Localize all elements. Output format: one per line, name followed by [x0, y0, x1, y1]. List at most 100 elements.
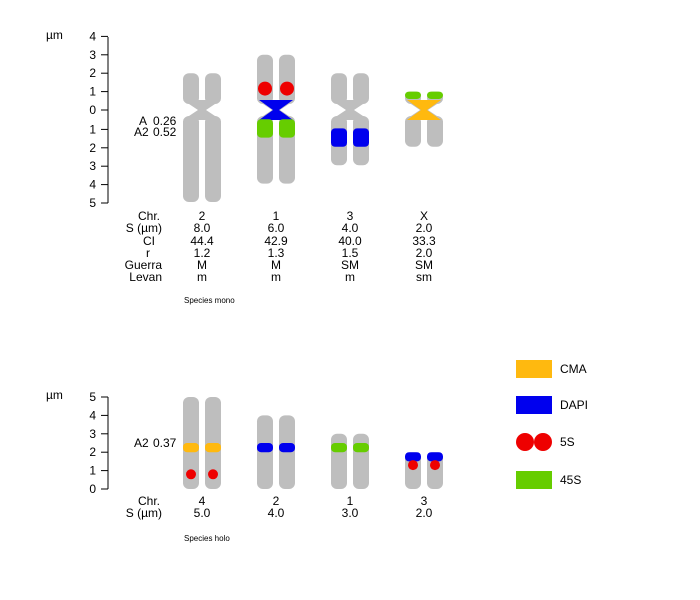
chromatid-p-arm [205, 73, 221, 104]
chromosome-1 [257, 54, 295, 184]
mark-cma-centromeric [407, 100, 441, 120]
chromosome-2 [183, 73, 221, 202]
chromatid-p-arm [331, 73, 347, 104]
mark-5s-signal [430, 460, 440, 471]
holo-cell-s: 4.0 [268, 506, 285, 520]
chromatid [353, 433, 369, 489]
holo-tick-label: 0 [89, 482, 96, 496]
marks-legend: CMA DAPI 5S 45S [516, 360, 588, 489]
chromosome-X [405, 91, 443, 147]
mono-cell-ci: 42.9 [264, 234, 288, 248]
legend-item-45s: 45S [516, 471, 581, 489]
mono-indices: A 0.26 A2 0.52 [134, 114, 177, 139]
mono-cell-guerra: M [271, 258, 281, 272]
mark-45s-band [427, 91, 443, 99]
mark-45s-band [257, 119, 273, 138]
holo-axis-unit: µm [46, 388, 63, 402]
legend-swatch [516, 396, 552, 414]
mono-cell-s: 6.0 [268, 221, 285, 235]
mono-tick-label: 1 [89, 85, 96, 99]
mono-y-axis: µm 4 3 2 1 0 1 2 3 4 5 [46, 28, 109, 210]
chromosome-3 [331, 73, 369, 166]
mono-cell-name: 1 [273, 209, 280, 223]
mark-5s-signal [258, 81, 272, 96]
holo-table: Chr. S (µm) 45.0 24.0 13.0 32.0 [126, 494, 433, 520]
mono-header-s: S (µm) [126, 221, 162, 235]
mark-cma-band [205, 443, 221, 453]
mono-cell-guerra: M [197, 258, 207, 272]
chromatid [331, 433, 347, 489]
mark-45s-band [353, 443, 369, 453]
mono-cell-levan: m [197, 270, 207, 284]
chromatid-p-arm [279, 54, 295, 104]
mark-45s-band [405, 91, 421, 99]
holo-tick-label: 2 [89, 445, 96, 459]
centromere [331, 100, 369, 120]
legend-item-cma: CMA [516, 360, 587, 378]
mono-tick-label: 2 [89, 66, 96, 80]
legend-item-5s: 5S [516, 433, 575, 451]
chromatid-q-arm [183, 116, 199, 202]
mono-species-label: Species mono [184, 296, 235, 305]
holo-tick-label: 1 [89, 464, 96, 478]
legend-label: DAPI [560, 398, 588, 412]
mono-tick-label: 5 [89, 196, 96, 210]
mono-cell-s: 4.0 [342, 221, 359, 235]
holo-chromosome-2 [257, 415, 295, 489]
holo-cell-s: 5.0 [194, 506, 211, 520]
legend-label: 45S [560, 473, 581, 487]
holo-chromosomes [183, 397, 443, 489]
mono-index-A2-label: A2 [134, 125, 149, 139]
mark-dapi-band [427, 452, 443, 462]
mono-cell-r: 1.3 [268, 246, 285, 260]
mono-index-A2-value: 0.52 [153, 125, 177, 139]
chromatid-q-arm [405, 116, 421, 147]
mono-table: Chr. S (µm) CI r Guerra Levan 28.044.41.… [125, 209, 436, 284]
legend-swatch-circle [516, 433, 534, 451]
legend-label: 5S [560, 435, 575, 449]
holo-indices: A2 0.37 [134, 436, 177, 450]
legend-swatch [516, 360, 552, 378]
mono-index-A-value: 0.26 [153, 114, 177, 128]
mono-header-ci: CI [143, 234, 155, 248]
mono-cell-levan: sm [416, 270, 432, 284]
holo-chromosome-1 [331, 433, 369, 489]
mono-cell-levan: m [345, 270, 355, 284]
mono-header-guerra: Guerra [125, 258, 163, 272]
chromatid-q-arm [205, 116, 221, 202]
mono-cell-s: 8.0 [194, 221, 211, 235]
mono-cell-ci: 33.3 [412, 234, 436, 248]
holo-header-s: S (µm) [126, 506, 162, 520]
mark-5s-signal [280, 81, 294, 96]
chromatid-p-arm [183, 73, 199, 104]
mono-cell-guerra: SM [341, 258, 359, 272]
holo-index-A2-value: 0.37 [153, 436, 177, 450]
mark-5s-signal [186, 469, 196, 480]
mark-45s-band [279, 119, 295, 138]
mono-cell-guerra: SM [415, 258, 433, 272]
centromere [183, 100, 221, 120]
holo-cell-name: 2 [273, 494, 280, 508]
mono-tick-label: 2 [89, 141, 96, 155]
legend-swatch [516, 471, 552, 489]
holo-chromosome-3 [405, 452, 443, 489]
holo-cell-name: 3 [421, 494, 428, 508]
holo-tick-label: 4 [89, 408, 96, 422]
mono-axis-unit: µm [46, 28, 63, 42]
mono-cell-r: 2.0 [416, 246, 433, 260]
legend-swatch-circle [534, 433, 552, 451]
mono-tick-label: 0 [89, 103, 96, 117]
holo-cell-name: 1 [347, 494, 354, 508]
holo-cell-s: 2.0 [416, 506, 433, 520]
holo-y-axis: µm 5 4 3 2 1 0 [46, 388, 109, 496]
mono-header-chr: Chr. [138, 209, 160, 223]
mono-chromosomes [183, 54, 443, 202]
mono-cell-name: 2 [199, 209, 206, 223]
mono-tick-label: 4 [89, 29, 96, 43]
chromatid-p-arm [257, 54, 273, 104]
holo-header-chr: Chr. [138, 494, 160, 508]
mark-45s-band [331, 443, 347, 453]
chromatid-p-arm [353, 73, 369, 104]
mark-dapi-band [405, 452, 421, 462]
